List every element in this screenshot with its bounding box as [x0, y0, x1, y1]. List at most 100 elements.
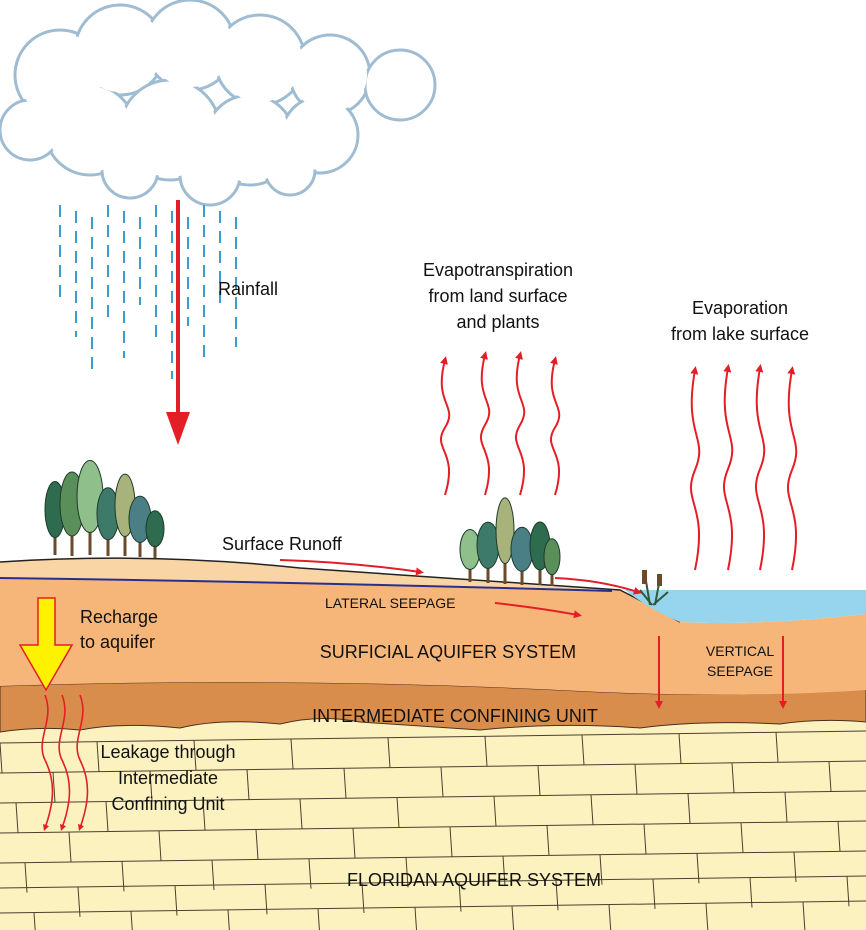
brick-pattern	[0, 730, 866, 930]
topsoil-layer	[0, 558, 620, 591]
brick-row	[0, 820, 866, 834]
brick-joint	[227, 909, 230, 930]
intermediate-layer	[0, 681, 866, 733]
brick-joint	[105, 801, 109, 832]
cloud-fill	[3, 3, 432, 202]
canopy	[145, 510, 165, 548]
brick-joint	[15, 802, 19, 833]
brick-joint	[511, 905, 515, 930]
brick-joint	[299, 798, 303, 829]
trees	[44, 460, 561, 586]
label-line: and plants	[456, 312, 539, 332]
label-line: Evaporation	[692, 298, 788, 318]
brick-joint	[255, 829, 259, 860]
brick-joint	[678, 733, 682, 764]
wavy-arrow	[480, 351, 491, 496]
brick-row	[0, 875, 866, 889]
brick-joint	[449, 826, 453, 857]
brick-joint	[317, 908, 320, 930]
surface-runoff-label: Surface Runoff	[222, 534, 343, 554]
brick-joint	[590, 794, 594, 825]
lateral-seepage-label: LATERAL SEEPAGE	[325, 595, 455, 611]
brick-joint	[193, 740, 197, 771]
brick-joint	[414, 907, 418, 930]
rainfall-label: Rainfall	[218, 279, 278, 299]
brick-joint	[687, 793, 691, 824]
brick-joint	[837, 821, 841, 852]
leak-arrow	[41, 694, 54, 832]
evaporation-arrows	[440, 351, 798, 571]
water-table	[0, 577, 613, 592]
label-line: Leakage through	[100, 742, 235, 762]
surficial-label: SURFICIAL AQUIFER SYSTEM	[320, 642, 576, 662]
brick-joint	[493, 796, 497, 827]
brick-joint	[352, 828, 356, 859]
brick-row	[0, 760, 866, 774]
brick-joint	[33, 912, 36, 930]
brick-joint	[246, 769, 250, 800]
floridan-label: FLORIDAN AQUIFER SYSTEM	[347, 870, 601, 890]
recharge-label: Recharge	[80, 607, 158, 627]
label-line: from lake surface	[671, 324, 809, 344]
brick-joint	[484, 736, 488, 767]
label-line: Evapotranspiration	[423, 260, 573, 280]
leakage-label: Leakage through Intermediate Confining U…	[100, 742, 235, 814]
rainfall-arrowhead	[166, 412, 190, 445]
brick-joint	[634, 764, 638, 795]
brick-joint	[440, 766, 444, 797]
brick-joint	[581, 734, 585, 765]
leak-arrow	[58, 694, 71, 832]
brick-joint	[202, 800, 206, 831]
brick-joint	[149, 770, 153, 801]
floridan-layer	[0, 690, 866, 930]
wavy-arrow	[550, 356, 561, 496]
brick-joint	[0, 742, 3, 774]
cattails	[639, 570, 669, 606]
wavy-arrow	[787, 366, 798, 571]
leak-arrow	[76, 694, 89, 832]
brick-joint	[828, 761, 832, 792]
brick-joint	[705, 903, 709, 930]
label-line: Confining Unit	[111, 794, 224, 814]
flow-arrows	[279, 559, 787, 709]
brick-joint	[52, 772, 56, 803]
brick-joint	[387, 737, 391, 768]
wavy-arrow	[440, 356, 451, 496]
brick-joint	[68, 832, 72, 863]
canopy	[495, 497, 515, 565]
canopy	[543, 538, 561, 576]
rain	[59, 205, 237, 379]
vertical-seepage-label: SEEPAGE	[707, 663, 773, 679]
leakage-arrows	[41, 694, 89, 832]
brick-joint	[130, 911, 133, 930]
brick-joint	[396, 797, 400, 828]
brick-joint	[775, 732, 779, 763]
brick-joint	[740, 822, 744, 853]
brick-joint	[290, 738, 294, 770]
wavy-arrow	[515, 351, 526, 496]
brick-joint	[643, 824, 647, 855]
brick-row	[0, 730, 866, 744]
label-line: from land surface	[428, 286, 567, 306]
brick-joint	[731, 762, 735, 793]
brick-joint	[784, 792, 788, 823]
brick-joint	[343, 768, 347, 799]
intermediate-label: INTERMEDIATE CONFINING UNIT	[312, 706, 598, 726]
brick-joint	[537, 765, 541, 796]
evaporation-label: Evaporation from lake surface	[671, 298, 809, 344]
brick-row	[0, 790, 866, 804]
lake	[625, 590, 866, 623]
recharge-arrow	[18, 597, 74, 692]
brick-row	[0, 850, 866, 864]
brick-joint	[546, 825, 550, 856]
brick-row	[0, 900, 866, 914]
brick-joint	[158, 830, 162, 861]
wavy-arrow	[755, 364, 766, 571]
surficial-layer	[0, 558, 866, 695]
brick-joint	[802, 901, 806, 930]
recharge-label: to aquifer	[80, 632, 155, 652]
evapotranspiration-label: Evapotranspiration from land surface and…	[423, 260, 573, 332]
wavy-arrow	[723, 364, 734, 571]
brick-joint	[96, 741, 100, 772]
